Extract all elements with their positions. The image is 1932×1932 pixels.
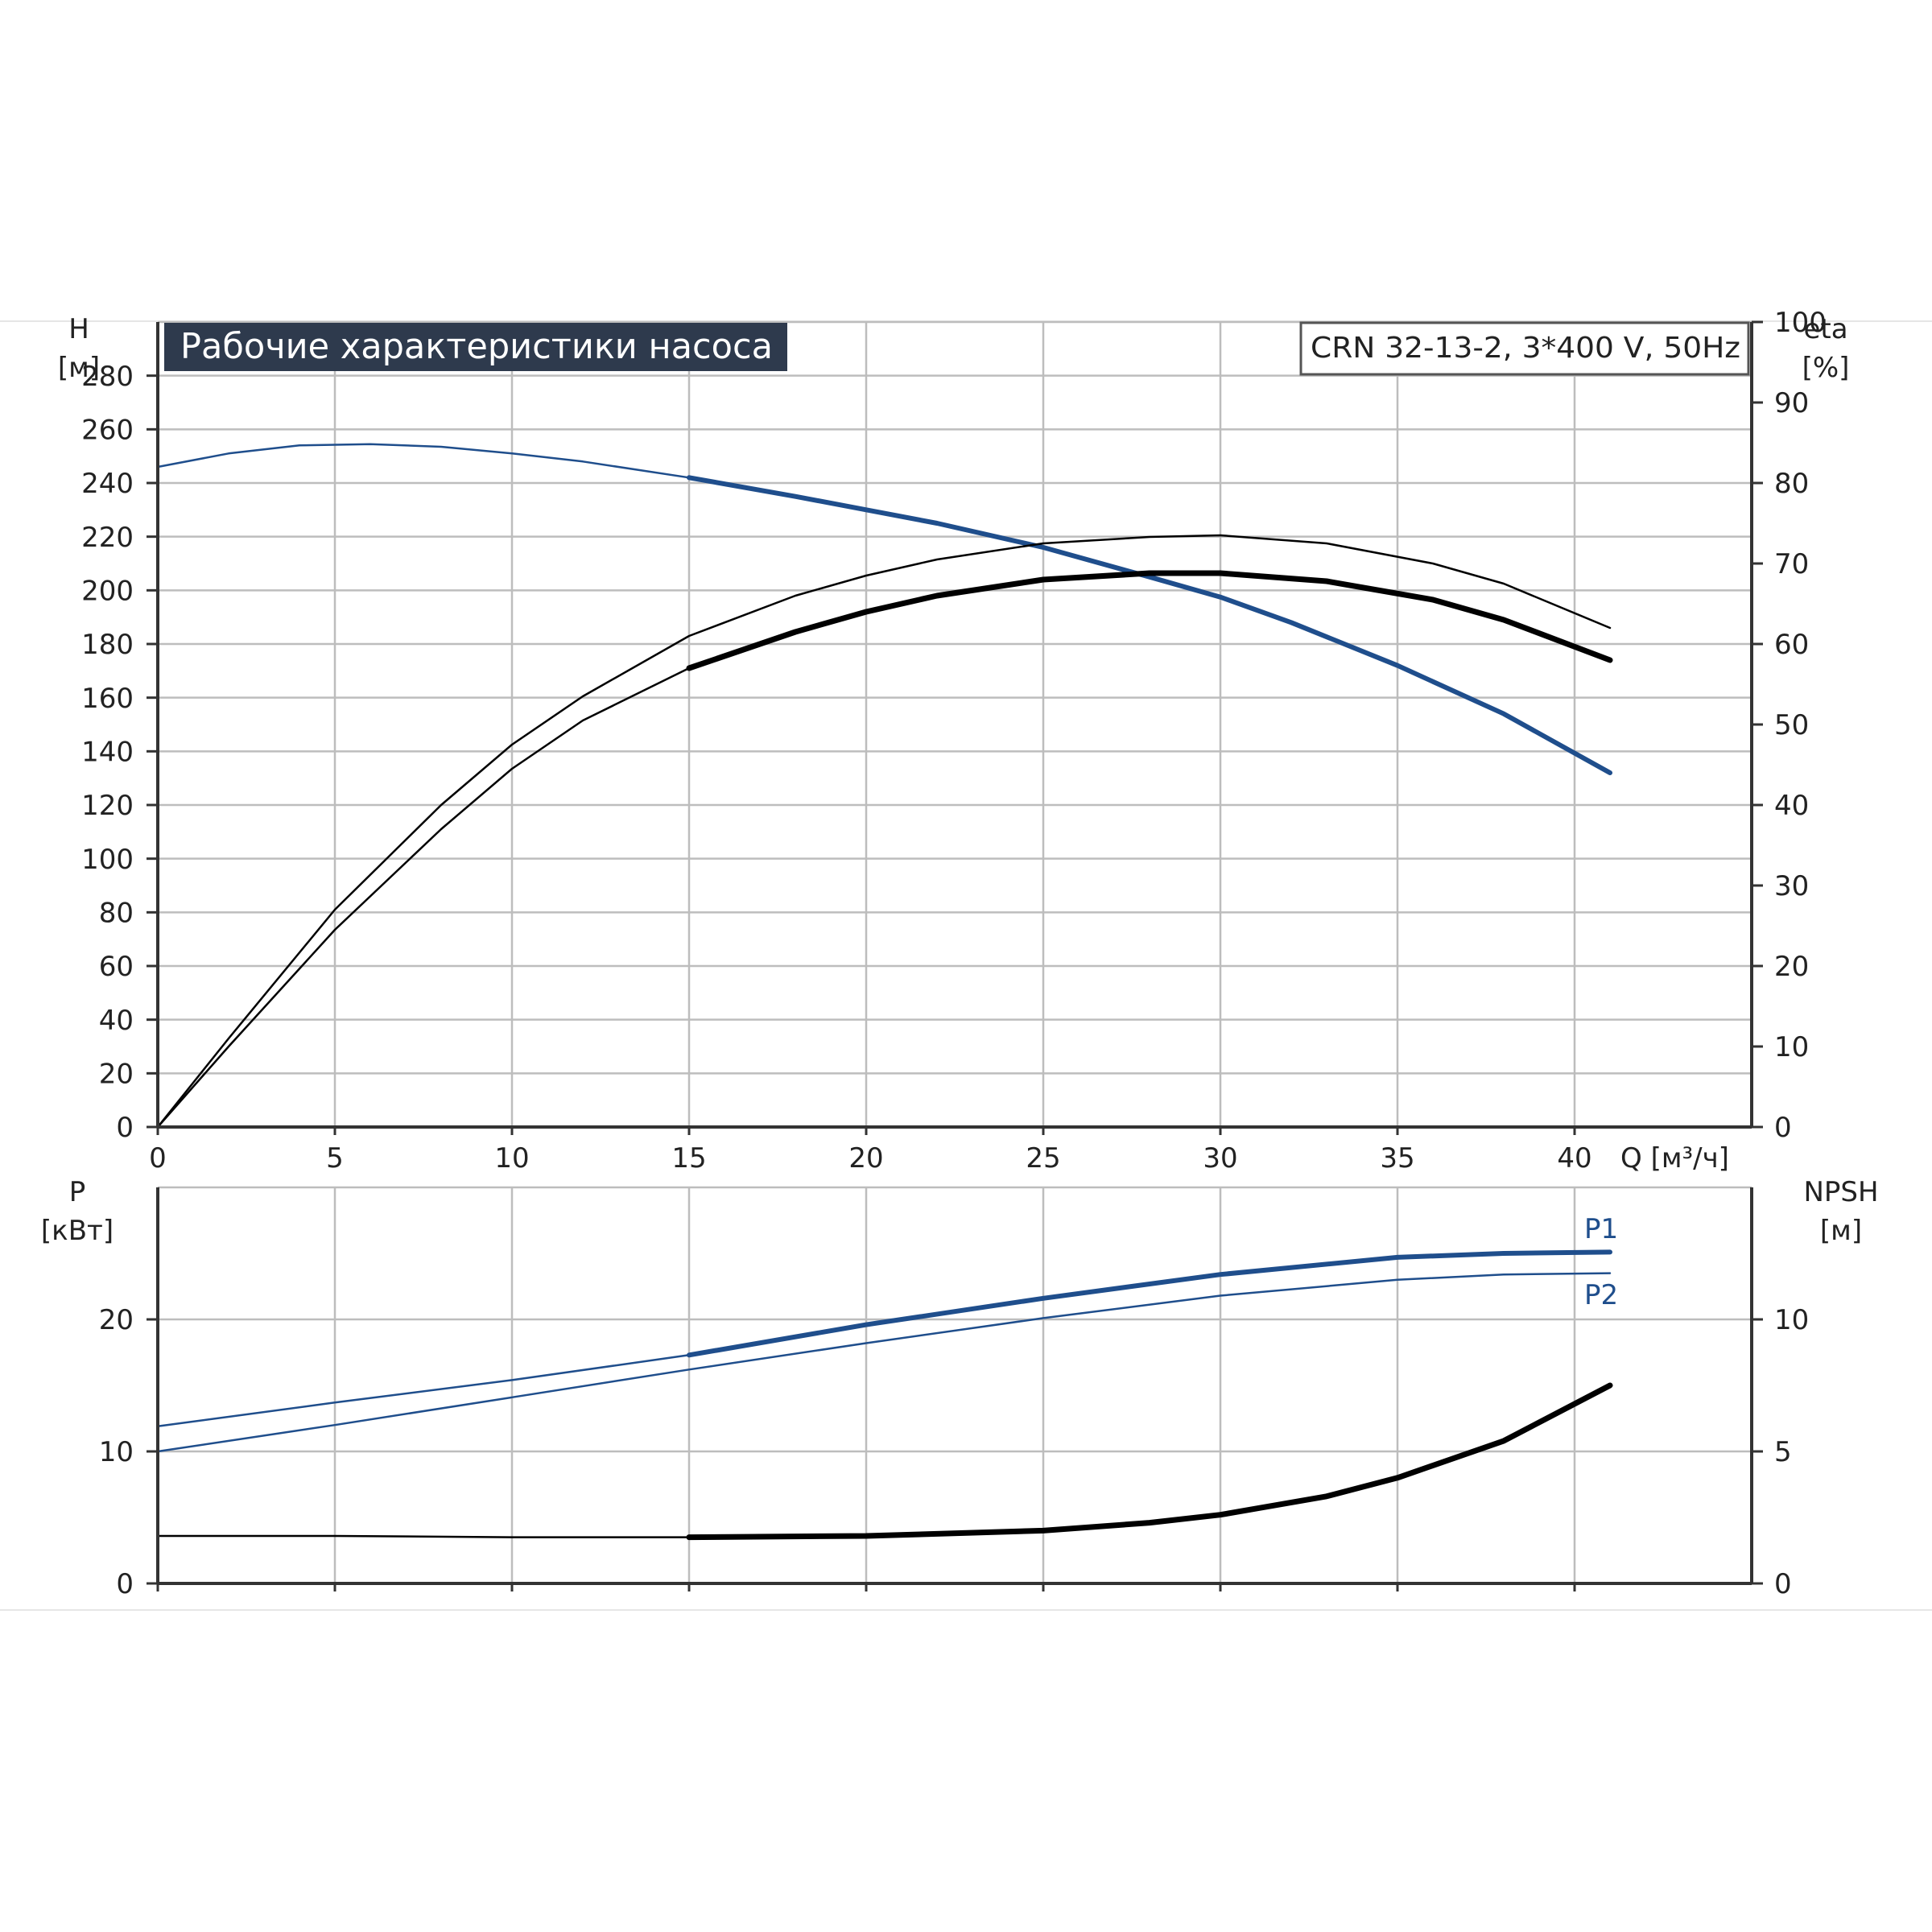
grid-layer bbox=[158, 320, 1752, 1583]
title-box bbox=[164, 323, 787, 371]
legend-label-p2: P2 bbox=[1584, 1279, 1618, 1311]
y-tick-label-left: 0 bbox=[116, 1112, 134, 1144]
chart-title: Рабочие характеристики насоса bbox=[180, 326, 773, 367]
y-tick-label-right: 90 bbox=[1774, 387, 1809, 419]
y-tick-label-left: 10 bbox=[99, 1436, 134, 1468]
y-tick-label-left: 180 bbox=[81, 629, 134, 661]
series-line-3 bbox=[156, 572, 1612, 1129]
y-tick-label-left: 200 bbox=[81, 576, 134, 608]
x-tick-label: 10 bbox=[494, 1142, 529, 1174]
y-axis-title-left: P bbox=[69, 1176, 86, 1208]
series-npsh-line-operating-range bbox=[686, 1382, 1613, 1541]
x-tick-label: 30 bbox=[1203, 1142, 1237, 1174]
y-axis-title-right: eta bbox=[1803, 313, 1847, 345]
series-line-2 bbox=[156, 534, 1612, 1129]
y-axis-title-right: NPSH bbox=[1803, 1176, 1878, 1208]
series-p1-line bbox=[156, 1251, 1612, 1428]
y-tick-label-left: 0 bbox=[116, 1568, 134, 1600]
y-tick-label-right: 30 bbox=[1774, 870, 1809, 902]
series-line-3-operating-range bbox=[686, 570, 1613, 671]
x-tick-label: 5 bbox=[326, 1142, 344, 1174]
y-axis-title-left: [кВт] bbox=[41, 1215, 114, 1247]
series-line-1-operating-range bbox=[687, 475, 1612, 775]
x-tick-label: 40 bbox=[1557, 1142, 1591, 1174]
y-axis-title-left: [м] bbox=[58, 352, 100, 384]
y-tick-label-right: 20 bbox=[1774, 951, 1809, 983]
y-tick-label-left: 80 bbox=[99, 898, 134, 930]
y-tick-label-right: 100 bbox=[1774, 307, 1827, 339]
series-layer bbox=[156, 443, 1613, 1541]
y-tick-label-left: 20 bbox=[99, 1304, 134, 1336]
model-label-box bbox=[1299, 321, 1750, 376]
y-tick-label-right: 50 bbox=[1774, 709, 1809, 741]
y-tick-label-left: 280 bbox=[81, 361, 134, 393]
legend-label-p1: P1 bbox=[1584, 1213, 1618, 1245]
series-p1-line-operating-range bbox=[687, 1249, 1612, 1358]
y-tick-label-left: 220 bbox=[81, 522, 134, 554]
x-tick-label: 35 bbox=[1380, 1142, 1414, 1174]
y-tick-label-left: 260 bbox=[81, 415, 134, 447]
y-tick-label-left: 240 bbox=[81, 468, 134, 500]
axes-layer bbox=[147, 320, 1763, 1591]
series-p2-line bbox=[156, 1272, 1612, 1453]
y-axis-title-right: [%] bbox=[1802, 352, 1850, 384]
labels-layer: 0204060801001201401601802002202402602800… bbox=[41, 307, 1879, 1600]
y-tick-label-right: 0 bbox=[1774, 1568, 1792, 1600]
y-tick-label-right: 40 bbox=[1774, 790, 1809, 822]
y-axis-title-right: [м] bbox=[1820, 1215, 1862, 1247]
y-tick-label-left: 60 bbox=[99, 951, 134, 983]
y-tick-label-right: 10 bbox=[1774, 1031, 1809, 1063]
y-tick-label-left: 120 bbox=[81, 790, 134, 822]
y-tick-label-right: 80 bbox=[1774, 468, 1809, 500]
y-tick-label-right: 10 bbox=[1774, 1304, 1809, 1336]
x-axis-title: Q [м³/ч] bbox=[1620, 1142, 1729, 1174]
y-tick-label-left: 100 bbox=[81, 844, 134, 876]
y-axis-title-left: H bbox=[68, 313, 89, 345]
series-npsh-line bbox=[156, 1384, 1612, 1538]
y-tick-label-right: 70 bbox=[1774, 548, 1809, 580]
x-tick-label: 15 bbox=[671, 1142, 706, 1174]
y-tick-label-left: 160 bbox=[81, 683, 134, 715]
y-tick-label-left: 140 bbox=[81, 737, 134, 769]
x-tick-label: 20 bbox=[848, 1142, 883, 1174]
y-tick-label-right: 0 bbox=[1774, 1112, 1792, 1144]
y-tick-label-left: 20 bbox=[99, 1059, 134, 1091]
y-tick-label-left: 40 bbox=[99, 1005, 134, 1037]
y-tick-label-right: 60 bbox=[1774, 629, 1809, 661]
x-tick-label: 25 bbox=[1026, 1142, 1060, 1174]
y-tick-label-right: 5 bbox=[1774, 1436, 1792, 1468]
model-label: CRN 32-13-2, 3*400 V, 50Hz bbox=[1311, 332, 1740, 365]
x-tick-label: 0 bbox=[149, 1142, 167, 1174]
